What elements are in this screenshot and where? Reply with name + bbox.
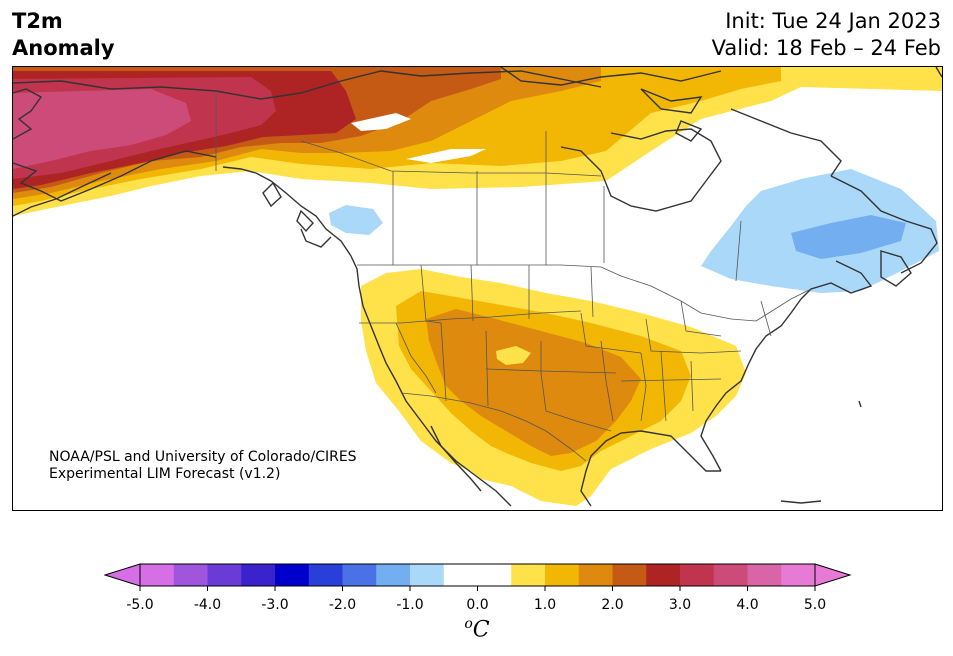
anomaly-map xyxy=(13,67,942,510)
data-credit: NOAA/PSL and University of Colorado/CIRE… xyxy=(49,449,357,483)
colorbar xyxy=(104,563,852,591)
colorbar-tick-label: -3.0 xyxy=(261,597,289,613)
init-date: Init: Tue 24 Jan 2023 xyxy=(725,9,941,33)
anomaly-south-light-yellow-patch xyxy=(496,346,531,365)
colorbar-swatch xyxy=(646,564,681,586)
colorbar-swatch xyxy=(275,564,310,586)
colorbar-tick-label: 2.0 xyxy=(601,597,624,613)
colorbar-swatch xyxy=(241,564,276,586)
colorbar-tick-label: -2.0 xyxy=(328,597,357,613)
colorbar-swatch xyxy=(612,564,647,586)
colorbar-swatch xyxy=(173,564,208,586)
colorbar-swatch xyxy=(781,564,816,586)
colorbar-swatch xyxy=(578,564,613,586)
credit-line-2: Experimental LIM Forecast (v1.2) xyxy=(49,466,281,482)
anomaly-north-white-patch xyxy=(351,113,411,131)
colorbar-unit: oC xyxy=(464,616,489,642)
colorbar-swatches xyxy=(140,564,816,586)
colorbar-swatch xyxy=(477,564,512,586)
unit-letter: C xyxy=(472,617,490,643)
colorbar-swatch xyxy=(342,564,377,586)
colorbar-swatch xyxy=(443,564,478,586)
degree-superscript: o xyxy=(464,616,473,632)
colorbar-extend-high xyxy=(814,563,852,587)
colorbar-swatch xyxy=(511,564,546,586)
colorbar-swatch xyxy=(747,564,782,586)
colorbar-tick-label: -5.0 xyxy=(126,597,154,613)
map-title: T2m Anomaly xyxy=(12,8,115,62)
colorbar-tick-label: -1.0 xyxy=(396,597,424,613)
title-variable: T2m xyxy=(12,9,63,33)
colorbar-tick-label: -4.0 xyxy=(193,597,222,613)
colorbar-tick-label: 4.0 xyxy=(736,597,759,613)
colorbar-tick-label: 3.0 xyxy=(668,597,692,613)
colorbar-tick-label: 1.0 xyxy=(533,597,557,613)
political-borders xyxy=(215,91,812,462)
colorbar-swatch xyxy=(713,564,748,586)
colorbar-swatch xyxy=(376,564,411,586)
colorbar-swatch xyxy=(308,564,343,586)
colorbar-ticks xyxy=(139,586,816,591)
colorbar-swatch xyxy=(207,564,242,586)
map-panel xyxy=(12,66,943,511)
anomaly-north-white-patch xyxy=(406,149,486,163)
forecast-dates: Init: Tue 24 Jan 2023 Valid: 18 Feb – 24… xyxy=(712,8,941,62)
anomaly-east-blue xyxy=(791,215,906,259)
colorbar-swatch xyxy=(410,564,445,586)
valid-period: Valid: 18 Feb – 24 Feb xyxy=(711,36,941,60)
credit-line-1: NOAA/PSL and University of Colorado/CIRE… xyxy=(49,449,357,465)
colorbar-swatch xyxy=(545,564,580,586)
anomaly-south-orange xyxy=(426,309,641,456)
colorbar-tick-label: 0.0 xyxy=(466,597,489,613)
colorbar-tick-label: 5.0 xyxy=(803,597,827,613)
anomaly-west-light-blue xyxy=(329,205,383,235)
title-variable-type: Anomaly xyxy=(12,36,115,60)
colorbar-extend-low xyxy=(104,563,141,587)
colorbar-swatch xyxy=(680,564,715,586)
anomaly-north-rose xyxy=(13,89,191,169)
colorbar-swatch xyxy=(140,564,175,586)
